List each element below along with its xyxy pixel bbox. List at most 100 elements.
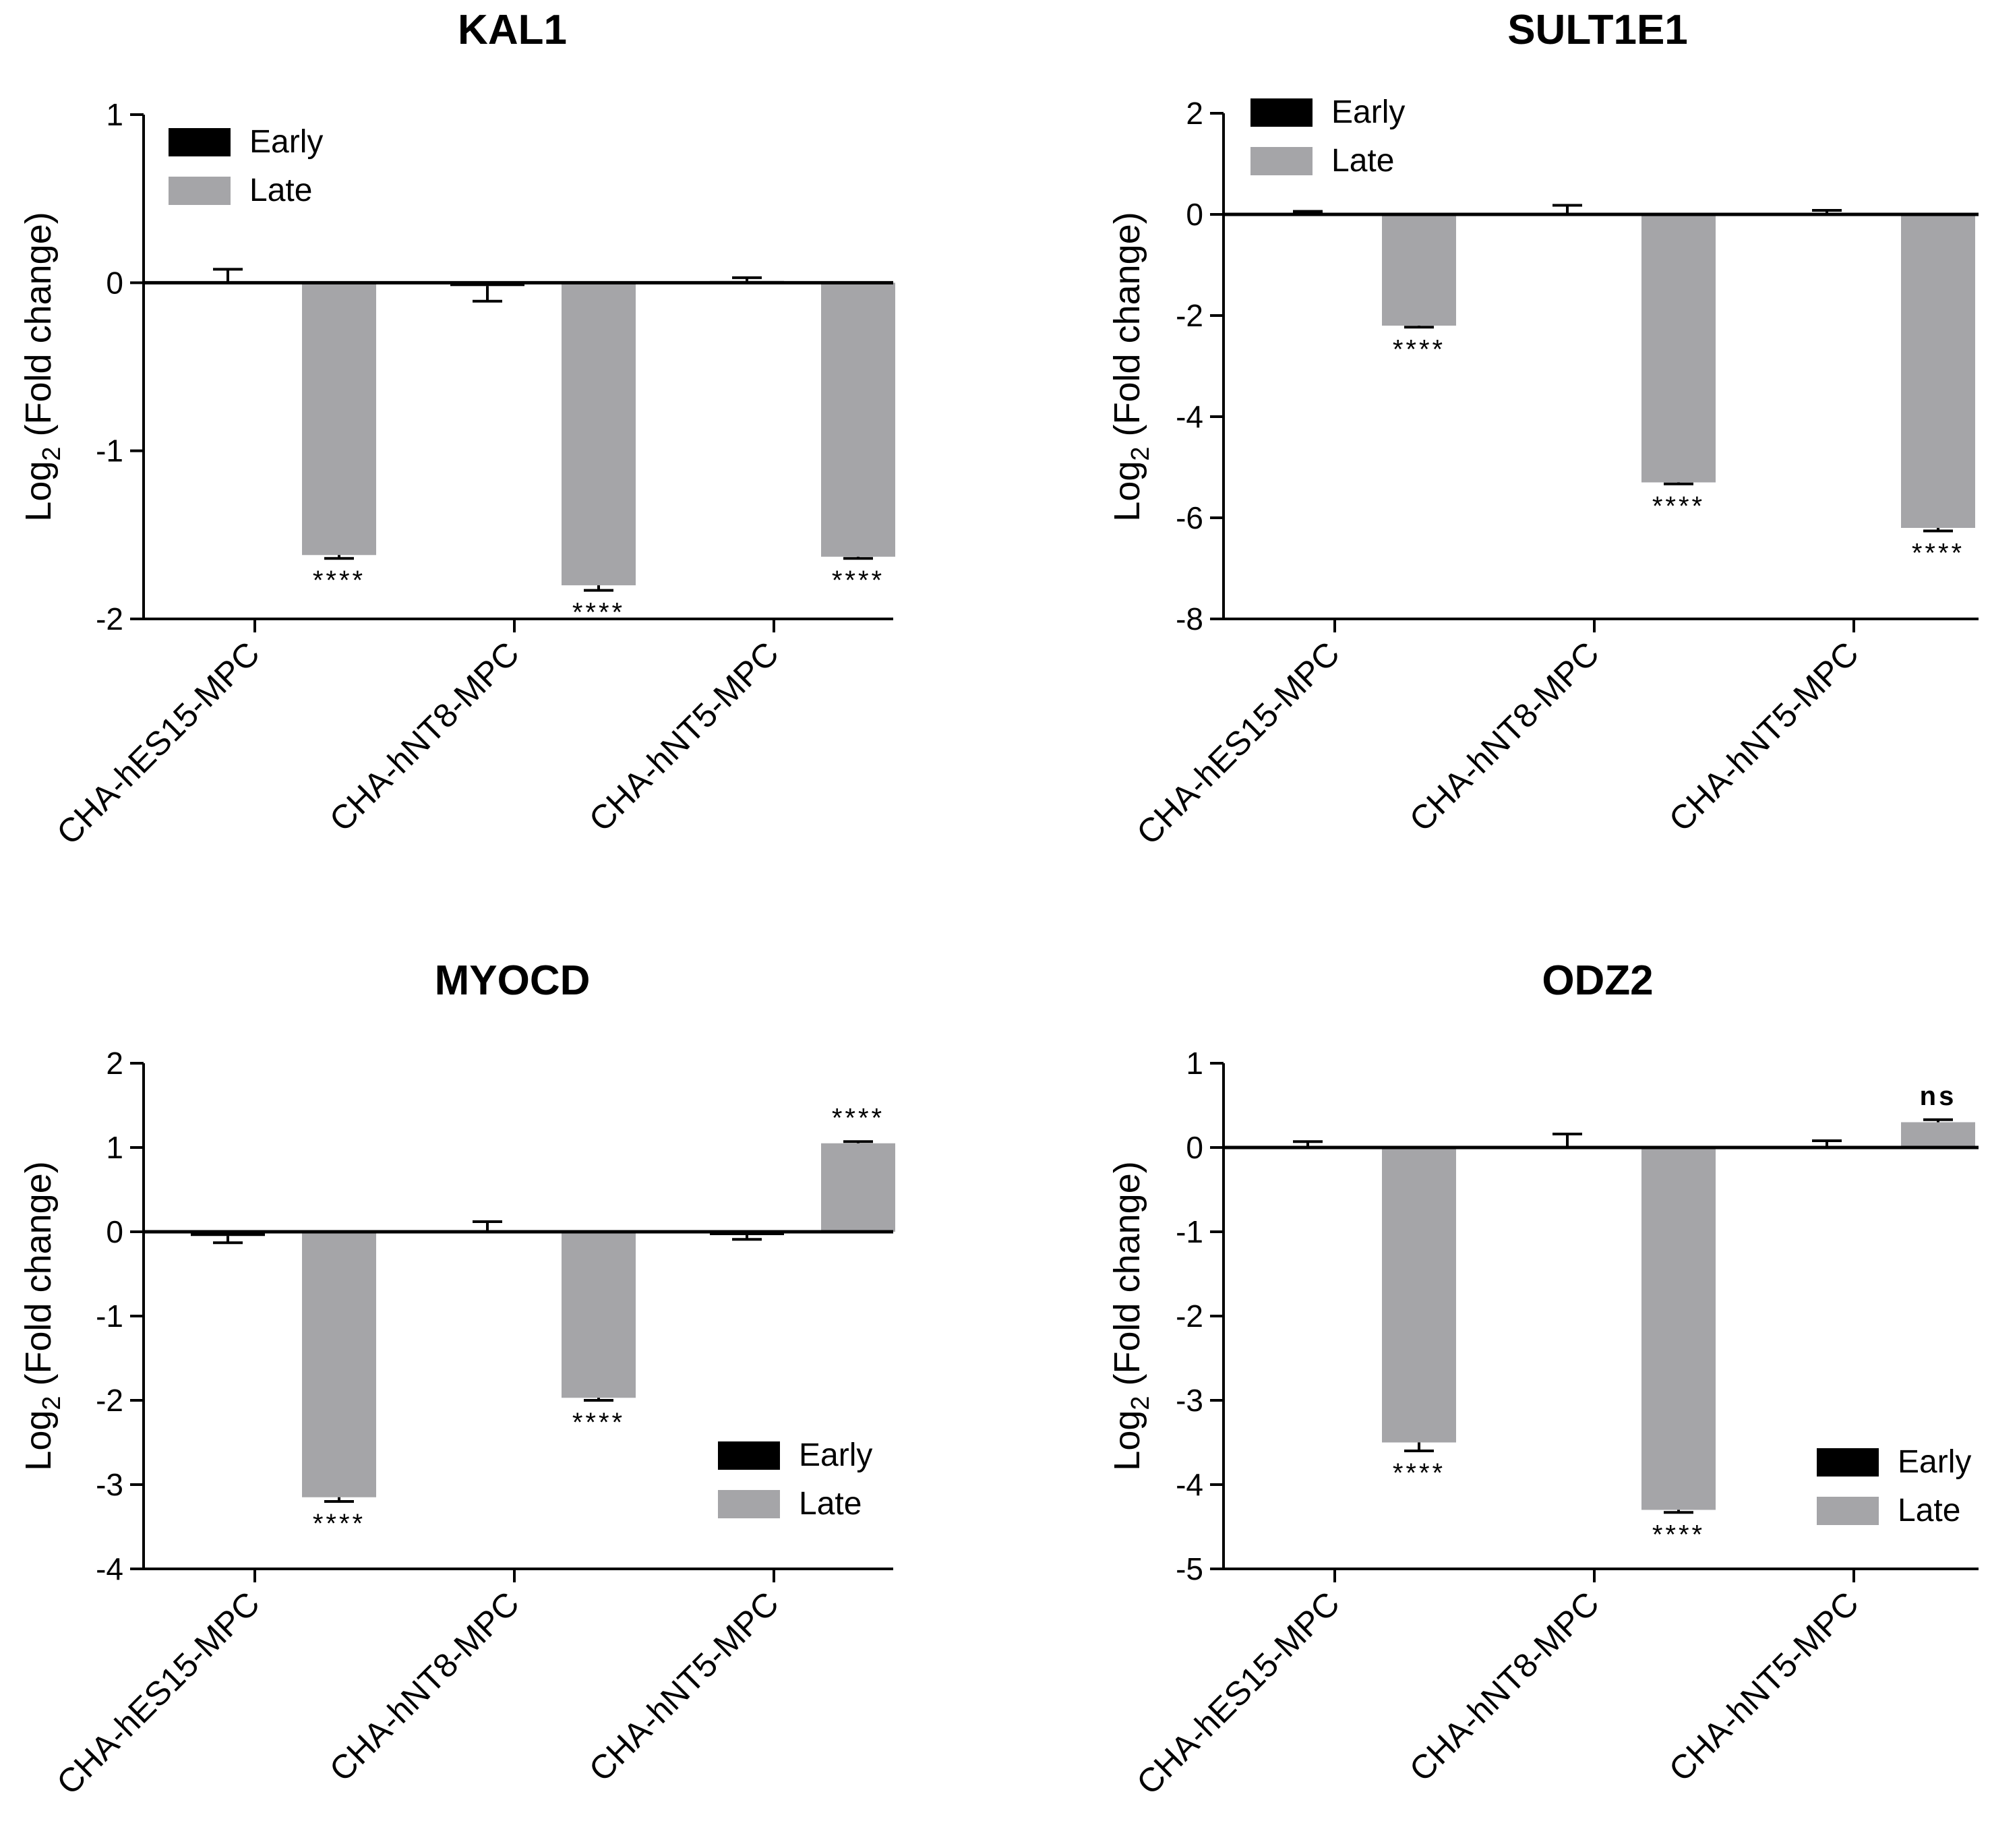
y-tick-label: -3 xyxy=(1176,1383,1203,1418)
y-axis-label-base: Log xyxy=(1107,461,1147,522)
y-axis-label: Log2 (Fold change) xyxy=(18,1161,66,1470)
chart-title: ODZ2 xyxy=(1542,957,1653,1004)
y-tick-label: -2 xyxy=(96,601,123,636)
y-tick-label: 0 xyxy=(1186,197,1203,232)
x-tick-label: CHA-hES15-MPC xyxy=(1129,634,1347,852)
legend-label-early: Early xyxy=(799,1437,872,1473)
chart-panel-kal1: KAL1 Log2 (Fold change) 1 0 -1 -2CHA-hES15-MP… xyxy=(18,7,895,852)
legend-swatch-late xyxy=(1817,1497,1879,1525)
bar-late-1 xyxy=(302,1232,376,1497)
y-tick-label: -4 xyxy=(96,1551,123,1586)
y-tick-label: -6 xyxy=(1176,500,1203,535)
x-tick-label: CHA-hES15-MPC xyxy=(49,634,267,852)
bar-late-2 xyxy=(562,282,636,586)
y-axis-label: Log2 (Fold change) xyxy=(1107,212,1155,521)
y-tick-label: -4 xyxy=(1176,399,1203,434)
y-axis-label: Log2 (Fold change) xyxy=(18,212,66,521)
y-tick-label: -3 xyxy=(96,1467,123,1502)
y-axis-label-base: Log xyxy=(18,1410,59,1471)
y-axis-label-subscript: 2 xyxy=(1126,446,1155,460)
x-tick-label: CHA-hNT5-MPC xyxy=(582,634,786,839)
significance-label: **** xyxy=(1652,1520,1705,1549)
bar-late-2 xyxy=(1641,1147,1716,1510)
legend: Early Late xyxy=(169,124,323,208)
x-tick-label: CHA-hES15-MPC xyxy=(49,1584,267,1802)
y-tick-label: -1 xyxy=(1176,1214,1203,1249)
significance-label: **** xyxy=(1393,334,1445,364)
bar-late-3 xyxy=(821,1143,895,1232)
significance-label: **** xyxy=(572,1408,625,1437)
y-tick-label: -2 xyxy=(96,1383,123,1418)
y-tick-label: -8 xyxy=(1176,601,1203,636)
legend-swatch-late xyxy=(1250,147,1313,175)
y-tick-label: 2 xyxy=(106,1046,123,1081)
bar-late-2 xyxy=(1641,214,1716,483)
legend-label-early: Early xyxy=(249,124,323,160)
bar-late-2 xyxy=(562,1232,636,1398)
legend-label-early: Early xyxy=(1898,1444,1971,1480)
legend: Early Late xyxy=(718,1437,872,1522)
bar-early-1 xyxy=(191,1232,265,1236)
legend-swatch-early xyxy=(169,128,231,156)
y-tick-label: 0 xyxy=(1186,1130,1203,1165)
bar-late-3 xyxy=(1901,1122,1975,1147)
y-tick-label: 1 xyxy=(106,1130,123,1165)
legend-label-late: Late xyxy=(799,1486,862,1522)
bar-late-3 xyxy=(1901,214,1975,528)
significance-label: **** xyxy=(832,1103,884,1133)
significance-label: ns xyxy=(1920,1081,1957,1111)
y-tick-label: -2 xyxy=(1176,1299,1203,1334)
legend-label-late: Late xyxy=(1331,143,1394,179)
chart-title: MYOCD xyxy=(435,957,591,1004)
x-tick-label: CHA-hNT5-MPC xyxy=(1662,634,1866,839)
y-axis-label-rest: (Fold change) xyxy=(18,1161,59,1396)
legend: Early Late xyxy=(1250,94,1405,179)
y-axis-label-subscript: 2 xyxy=(38,1396,66,1410)
legend-label-late: Late xyxy=(249,173,312,208)
chart-title: KAL1 xyxy=(458,7,567,53)
x-tick-label: CHA-hNT5-MPC xyxy=(582,1584,786,1789)
legend-swatch-early xyxy=(1250,98,1313,127)
y-axis-label-subscript: 2 xyxy=(1126,1396,1155,1410)
chart-panel-odz2: ODZ2 Log2 (Fold change) 1 0 -1 -2 -3 -4 -5CHA-hE… xyxy=(1107,957,1979,1802)
y-axis-label-rest: (Fold change) xyxy=(18,212,59,446)
y-axis-label-subscript: 2 xyxy=(38,446,66,460)
legend-label-late: Late xyxy=(1898,1493,1960,1528)
y-tick-label: -4 xyxy=(1176,1467,1203,1502)
significance-label: **** xyxy=(1393,1458,1445,1488)
bar-late-1 xyxy=(302,282,376,556)
legend-swatch-early xyxy=(718,1441,780,1470)
x-tick-label: CHA-hNT5-MPC xyxy=(1662,1584,1866,1789)
y-tick-label: -5 xyxy=(1176,1551,1203,1586)
legend-swatch-early xyxy=(1817,1448,1879,1477)
x-tick-label: CHA-hNT8-MPC xyxy=(1402,1584,1606,1789)
y-tick-label: -1 xyxy=(96,1299,123,1334)
y-axis-label-base: Log xyxy=(18,461,59,522)
significance-label: **** xyxy=(313,1509,365,1539)
legend-label-early: Early xyxy=(1331,94,1405,130)
significance-label: **** xyxy=(1912,539,1964,568)
x-tick-label: CHA-hES15-MPC xyxy=(1129,1584,1347,1802)
x-tick-label: CHA-hNT8-MPC xyxy=(1402,634,1606,839)
legend-swatch-late xyxy=(169,177,231,205)
y-tick-label: -1 xyxy=(96,434,123,469)
y-tick-label: 1 xyxy=(106,97,123,132)
significance-label: **** xyxy=(1652,491,1705,521)
bar-late-1 xyxy=(1382,1147,1456,1443)
x-tick-label: CHA-hNT8-MPC xyxy=(322,634,526,839)
bar-late-3 xyxy=(821,282,895,557)
significance-label: **** xyxy=(832,566,884,595)
y-tick-label: -2 xyxy=(1176,298,1203,333)
chart-title: SULT1E1 xyxy=(1507,7,1688,53)
significance-label: **** xyxy=(313,566,365,595)
y-tick-label: 0 xyxy=(106,265,123,300)
y-axis-label-base: Log xyxy=(1107,1410,1147,1471)
y-tick-label: 0 xyxy=(106,1214,123,1249)
y-axis-label: Log2 (Fold change) xyxy=(1107,1161,1155,1470)
y-axis-label-rest: (Fold change) xyxy=(1107,1161,1147,1396)
y-axis-label-rest: (Fold change) xyxy=(1107,212,1147,446)
legend-swatch-late xyxy=(718,1490,780,1518)
